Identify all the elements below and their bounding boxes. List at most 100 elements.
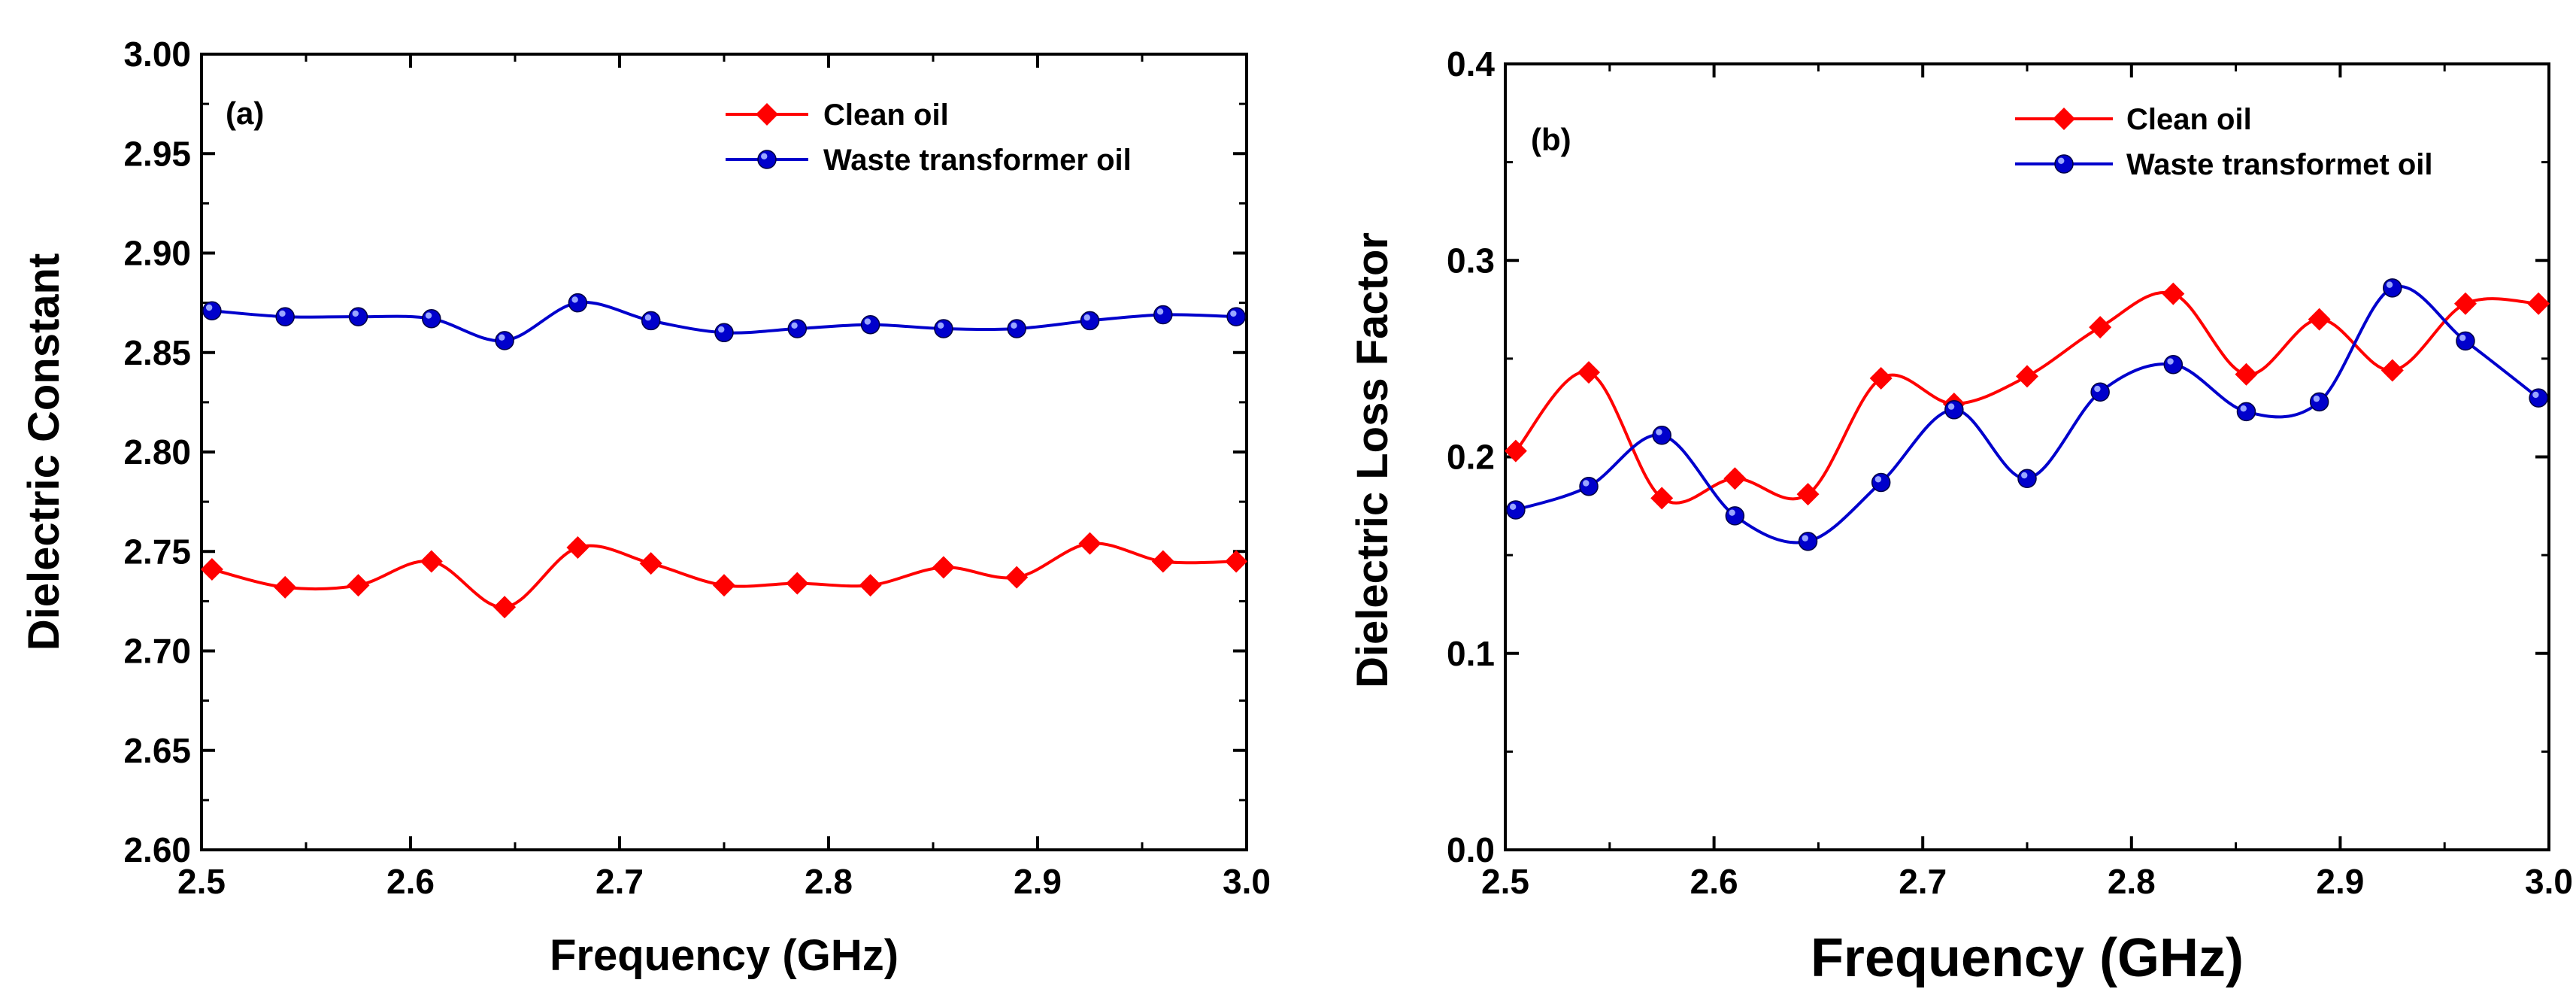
waste-oil-point-highlight	[352, 310, 359, 317]
waste-oil-point	[1226, 307, 1246, 326]
clean-oil-point	[713, 574, 735, 597]
waste-oil-point	[1871, 472, 1891, 493]
waste-oil-point-highlight	[2094, 385, 2101, 393]
y-tick-label: 2.70	[123, 632, 191, 671]
waste-oil-point	[568, 293, 588, 313]
legend-label: Clean oil	[2126, 103, 2252, 136]
y-axis-title: Dielectric Constant	[20, 253, 68, 651]
clean-oil-point	[1504, 439, 1527, 463]
waste-oil-point	[641, 311, 661, 331]
waste-oil-point-highlight	[1011, 322, 1017, 329]
waste-oil-point	[2383, 278, 2402, 298]
waste-oil-point-highlight	[937, 322, 944, 329]
clean-oil-point	[1577, 361, 1601, 384]
waste-oil-point	[714, 323, 734, 343]
legend-label: Waste transformer oil	[823, 144, 1132, 177]
waste-oil-point	[1153, 305, 1173, 325]
clean-oil-point	[347, 574, 370, 597]
clean-oil-point	[932, 556, 955, 579]
y-tick-label: 2.85	[123, 333, 191, 372]
waste-oil-point	[1506, 500, 1526, 520]
waste-oil-point	[1007, 319, 1026, 338]
waste-oil-point-highlight	[2313, 395, 2320, 402]
waste-oil-point-highlight	[571, 296, 578, 303]
waste-oil-point-highlight	[425, 312, 432, 319]
waste-oil-point-highlight	[1083, 314, 1090, 321]
clean-oil-point	[274, 575, 297, 599]
y-tick-label: 0.2	[1447, 438, 1495, 477]
waste-oil-point	[2163, 354, 2184, 375]
clean-oil-point	[1796, 483, 1820, 506]
x-tick-label: 2.6	[386, 862, 435, 901]
clean-oil-point	[2381, 359, 2404, 382]
y-tick-label: 2.95	[123, 134, 191, 173]
waste-oil-point-highlight	[499, 334, 505, 341]
waste-oil-point	[275, 307, 295, 326]
waste-oil-point-highlight	[2167, 358, 2174, 365]
waste-oil-point-highlight	[1874, 476, 1882, 483]
x-tick-label: 2.9	[1014, 862, 1062, 901]
waste-oil-point	[422, 309, 441, 329]
clean-oil-point	[200, 558, 223, 581]
x-tick-label: 2.9	[2316, 862, 2364, 901]
x-tick-label: 3.0	[1223, 862, 1271, 901]
waste-oil-point-highlight	[1230, 310, 1237, 317]
y-tick-label: 0.1	[1447, 634, 1495, 673]
waste-oil-point	[787, 319, 808, 338]
y-tick-label: 3.00	[123, 35, 191, 74]
panel-a: 2.5 2.6 2.7 2.8 2.9 3.0 2.60 2.65 2.70 2.75 2.80 2.…	[20, 35, 1271, 980]
waste-oil-point-highlight	[1583, 480, 1590, 487]
waste-oil-point-highlight	[205, 304, 213, 311]
clean-oil-point	[1078, 532, 1102, 555]
panel-label: (b)	[1531, 122, 1571, 157]
waste-oil-point	[2529, 388, 2548, 408]
waste-oil-point	[1725, 506, 1745, 526]
x-axis-title: Frequency (GHz)	[1811, 928, 2244, 988]
y-tick-label: 0.0	[1447, 830, 1495, 869]
waste-oil-point-highlight	[1729, 509, 1735, 516]
waste-oil-point	[1798, 532, 1818, 551]
x-tick-label: 3.0	[2525, 862, 2573, 901]
clean-oil-point	[1151, 550, 1174, 573]
waste-oil-point	[1944, 400, 1964, 420]
clean-oil-point	[2527, 292, 2550, 315]
waste-oil-point-highlight	[2459, 334, 2466, 341]
waste-oil-point	[2090, 382, 2110, 402]
clean-oil-point	[420, 550, 443, 573]
waste-oil-point-highlight	[718, 326, 725, 333]
clean-oil-point	[1723, 467, 1747, 490]
clean-oil-point	[493, 596, 517, 619]
legend-marker	[2054, 154, 2074, 174]
x-tick-label: 2.7	[1899, 862, 1947, 901]
plot-frame	[1504, 62, 2550, 851]
clean-oil-point	[1650, 487, 1674, 510]
waste-oil-point	[1652, 426, 1671, 445]
waste-oil-point	[202, 301, 222, 320]
waste-oil-point-highlight	[2532, 391, 2539, 399]
waste-oil-point	[495, 331, 514, 350]
waste-oil-point-highlight	[1156, 308, 1164, 315]
x-tick-label: 2.7	[596, 862, 644, 901]
legend-label: Clean oil	[823, 99, 949, 132]
waste-oil-point	[934, 319, 953, 338]
waste-oil-point-highlight	[864, 318, 871, 325]
waste-oil-point-highlight	[2240, 405, 2247, 412]
waste-oil-point-highlight	[279, 310, 286, 317]
waste-oil-point	[2309, 392, 2329, 412]
legend-marker	[756, 103, 778, 126]
y-tick-label: 2.65	[123, 731, 191, 770]
waste-oil-point	[2236, 402, 2256, 422]
waste-oil-point-highlight	[1656, 429, 1662, 435]
clean-oil-point	[2453, 292, 2477, 315]
waste-oil-point	[348, 307, 368, 326]
series-line-waste-oil	[1515, 284, 2540, 545]
panel-label: (a)	[226, 96, 264, 131]
clean-oil-point	[1225, 550, 1248, 573]
x-tick-label: 2.8	[2108, 862, 2156, 901]
waste-oil-point-highlight	[2021, 472, 2028, 479]
y-axis-title: Dielectric Loss Factor	[1348, 232, 1397, 688]
legend-marker	[2053, 108, 2075, 130]
clean-oil-point	[1869, 367, 1893, 390]
clean-oil-point	[2162, 282, 2185, 305]
waste-oil-point-highlight	[1509, 503, 1517, 511]
